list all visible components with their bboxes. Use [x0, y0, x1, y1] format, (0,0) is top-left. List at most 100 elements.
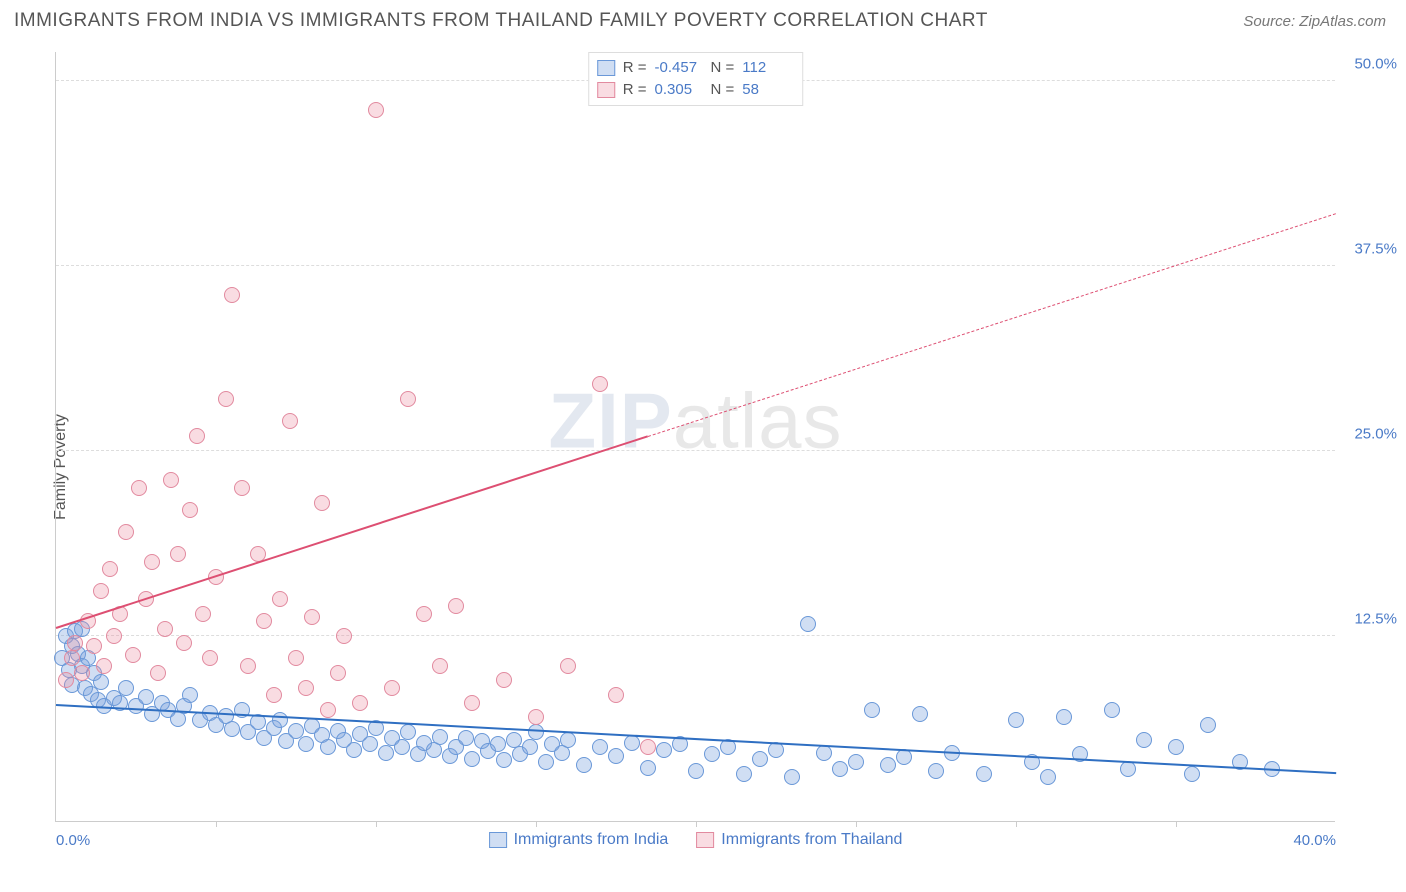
data-point-india [704, 746, 720, 762]
data-point-thailand [102, 561, 118, 577]
legend-row-thailand: R = 0.305 N = 58 [597, 79, 791, 101]
data-point-india [182, 687, 198, 703]
data-point-india [432, 729, 448, 745]
data-point-thailand [368, 102, 384, 118]
data-point-thailand [64, 650, 80, 666]
data-point-india [848, 754, 864, 770]
data-point-thailand [336, 628, 352, 644]
legend-swatch-india [597, 60, 615, 76]
data-point-thailand [464, 695, 480, 711]
chart-area: Family Poverty ZIPatlas R =-0.457N =112R… [0, 42, 1406, 892]
data-point-thailand [131, 480, 147, 496]
data-point-india [608, 748, 624, 764]
data-point-india [880, 757, 896, 773]
watermark-zip: ZIP [548, 377, 672, 465]
data-point-thailand [272, 591, 288, 607]
title-bar: IMMIGRANTS FROM INDIA VS IMMIGRANTS FROM… [0, 0, 1406, 42]
data-point-thailand [432, 658, 448, 674]
data-point-thailand [384, 680, 400, 696]
data-point-thailand [448, 598, 464, 614]
source-attribution: Source: ZipAtlas.com [1243, 13, 1386, 30]
data-point-thailand [86, 638, 102, 654]
x-tick-stub [376, 821, 377, 827]
data-point-thailand [298, 680, 314, 696]
data-point-india [400, 724, 416, 740]
x-tick-label: 40.0% [1293, 832, 1336, 849]
source-name: ZipAtlas.com [1299, 13, 1386, 30]
data-point-india [896, 749, 912, 765]
data-point-thailand [182, 502, 198, 518]
data-point-india [640, 760, 656, 776]
y-tick-label: 12.5% [1342, 610, 1397, 627]
data-point-india [458, 730, 474, 746]
data-point-thailand [189, 428, 205, 444]
scatter-plot: ZIPatlas R =-0.457N =112R =0.305N =58 Im… [55, 52, 1335, 822]
x-tick-stub [536, 821, 537, 827]
data-point-india [346, 742, 362, 758]
data-point-thailand [58, 672, 74, 688]
data-point-thailand [560, 658, 576, 674]
data-point-india [506, 732, 522, 748]
data-point-india [490, 736, 506, 752]
data-point-thailand [202, 650, 218, 666]
data-point-india [1040, 769, 1056, 785]
legend-n-label: N = [711, 79, 735, 101]
data-point-thailand [96, 658, 112, 674]
data-point-india [928, 763, 944, 779]
source-prefix: Source: [1243, 13, 1299, 30]
correlation-legend: R =-0.457N =112R =0.305N =58 [588, 52, 804, 106]
series-swatch-india [489, 832, 507, 848]
data-point-india [394, 739, 410, 755]
data-point-india [1200, 717, 1216, 733]
legend-row-india: R =-0.457N =112 [597, 57, 791, 79]
series-swatch-thailand [696, 832, 714, 848]
data-point-thailand [592, 376, 608, 392]
data-point-thailand [330, 665, 346, 681]
data-point-india [784, 769, 800, 785]
data-point-india [560, 732, 576, 748]
legend-n-label: N = [711, 57, 735, 79]
data-point-india [832, 761, 848, 777]
data-point-thailand [195, 606, 211, 622]
series-label-thailand: Immigrants from Thailand [721, 831, 902, 849]
data-point-thailand [144, 554, 160, 570]
legend-r-value: 0.305 [655, 79, 703, 101]
data-point-india [736, 766, 752, 782]
trendline-thailand-dashed [648, 213, 1336, 437]
legend-swatch-thailand [597, 82, 615, 98]
legend-r-label: R = [623, 57, 647, 79]
data-point-thailand [266, 687, 282, 703]
y-tick-label: 25.0% [1342, 425, 1397, 442]
data-point-india [118, 680, 134, 696]
data-point-india [752, 751, 768, 767]
series-legend-item-thailand: Immigrants from Thailand [696, 831, 902, 849]
series-legend: Immigrants from India Immigrants from Tha… [489, 831, 903, 849]
data-point-thailand [106, 628, 122, 644]
data-point-thailand [74, 665, 90, 681]
legend-r-value: -0.457 [655, 57, 703, 79]
data-point-thailand [234, 480, 250, 496]
data-point-thailand [400, 391, 416, 407]
x-tick-stub [856, 821, 857, 827]
data-point-india [1056, 709, 1072, 725]
data-point-india [912, 706, 928, 722]
data-point-thailand [157, 621, 173, 637]
data-point-thailand [288, 650, 304, 666]
data-point-india [362, 736, 378, 752]
data-point-india [538, 754, 554, 770]
x-tick-stub [216, 821, 217, 827]
data-point-india [93, 674, 109, 690]
chart-title: IMMIGRANTS FROM INDIA VS IMMIGRANTS FROM… [14, 10, 988, 32]
legend-r-label: R = [623, 79, 647, 101]
data-point-thailand [320, 702, 336, 718]
series-legend-item-india: Immigrants from India [489, 831, 669, 849]
data-point-india [1184, 766, 1200, 782]
data-point-thailand [416, 606, 432, 622]
data-point-thailand [93, 583, 109, 599]
data-point-india [320, 739, 336, 755]
gridline [56, 635, 1335, 636]
data-point-india [224, 721, 240, 737]
x-tick-stub [1016, 821, 1017, 827]
data-point-thailand [150, 665, 166, 681]
legend-n-value: 58 [742, 79, 790, 101]
